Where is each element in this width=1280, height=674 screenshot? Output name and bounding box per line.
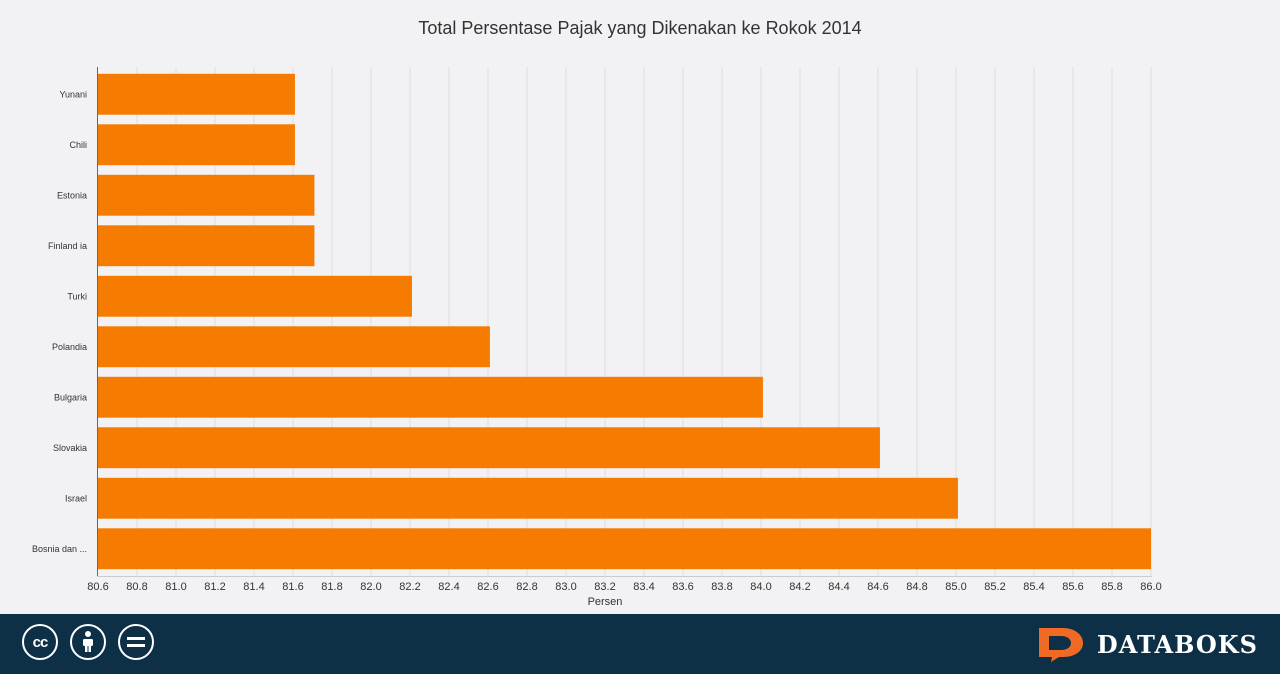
x-tick-label: 84.8 <box>906 581 927 593</box>
x-tick-label: 86.0 <box>1140 581 1161 593</box>
x-tick-label: 84.0 <box>750 581 771 593</box>
x-tick-label: 85.2 <box>984 581 1005 593</box>
x-tick-label: 81.0 <box>165 581 186 593</box>
x-tick-label: 85.8 <box>1101 581 1122 593</box>
bar <box>98 225 315 267</box>
x-tick-label: 82.4 <box>438 581 459 593</box>
x-tick-label: 82.2 <box>399 581 420 593</box>
cc-icon-text: cc <box>32 633 49 651</box>
x-tick-label: 82.6 <box>477 581 498 593</box>
x-tick-label: 83.0 <box>555 581 576 593</box>
x-tick-label: 84.2 <box>789 581 810 593</box>
bar <box>98 73 295 115</box>
x-axis-label: Persen <box>588 596 623 608</box>
x-tick-label: 85.4 <box>1023 581 1044 593</box>
x-tick-label: 84.6 <box>867 581 888 593</box>
bar <box>98 174 315 216</box>
bar <box>98 477 958 519</box>
chart-svg: Total Persentase Pajak yang Dikenakan ke… <box>32 18 1162 608</box>
bar <box>98 528 1151 570</box>
bar <box>98 275 412 317</box>
x-tick-label: 80.6 <box>87 581 108 593</box>
bar <box>98 326 490 368</box>
x-tick-labels: 80.6 80.8 81.0 81.2 81.4 81.6 81.8 82.0 82.2 82.4… <box>87 581 1161 593</box>
chart-title: Total Persentase Pajak yang Dikenakan ke… <box>418 18 861 38</box>
category-label: Chili <box>69 140 87 150</box>
x-tick-label: 83.6 <box>672 581 693 593</box>
category-label: Yunani <box>59 89 87 99</box>
x-tick-label: 81.2 <box>204 581 225 593</box>
bar <box>98 427 880 469</box>
equals-icon <box>127 637 145 647</box>
x-tick-label: 83.2 <box>594 581 615 593</box>
x-tick-label: 81.8 <box>321 581 342 593</box>
bar <box>98 376 763 418</box>
x-tick-label: 83.4 <box>633 581 654 593</box>
category-label: Turki <box>67 291 87 301</box>
footer-bar: cc DATABOKS <box>0 614 1280 674</box>
category-label: Finland ia <box>48 241 87 251</box>
category-label: Bulgaria <box>54 392 87 402</box>
category-label: Polandia <box>52 342 87 352</box>
x-tick-label: 83.8 <box>711 581 732 593</box>
brand-name: DATABOKS <box>1096 629 1258 659</box>
x-tick-label: 81.4 <box>243 581 264 593</box>
x-tick-label: 84.4 <box>828 581 849 593</box>
x-tick-label: 82.8 <box>516 581 537 593</box>
chart: Total Persentase Pajak yang Dikenakan ke… <box>32 18 1162 608</box>
x-tick-label: 85.6 <box>1062 581 1083 593</box>
category-label: Bosnia dan ... <box>32 544 87 554</box>
bar <box>98 124 295 166</box>
category-label: Slovakia <box>53 443 87 453</box>
cc-icon: cc <box>22 624 58 660</box>
by-icon <box>70 624 106 660</box>
category-labels: Yunani Chili Estonia Finland ia Turki Polandi… <box>32 89 87 554</box>
x-tick-label: 81.6 <box>282 581 303 593</box>
bars <box>98 73 1151 570</box>
x-tick-label: 80.8 <box>126 581 147 593</box>
brand[interactable]: DATABOKS <box>1037 626 1258 662</box>
person-icon <box>83 631 93 652</box>
databoks-logo-icon <box>1038 628 1083 662</box>
x-tick-label: 85.0 <box>945 581 966 593</box>
x-tick-label: 82.0 <box>360 581 381 593</box>
nd-icon <box>118 624 154 660</box>
category-label: Israel <box>65 493 87 503</box>
category-label: Estonia <box>57 190 87 200</box>
